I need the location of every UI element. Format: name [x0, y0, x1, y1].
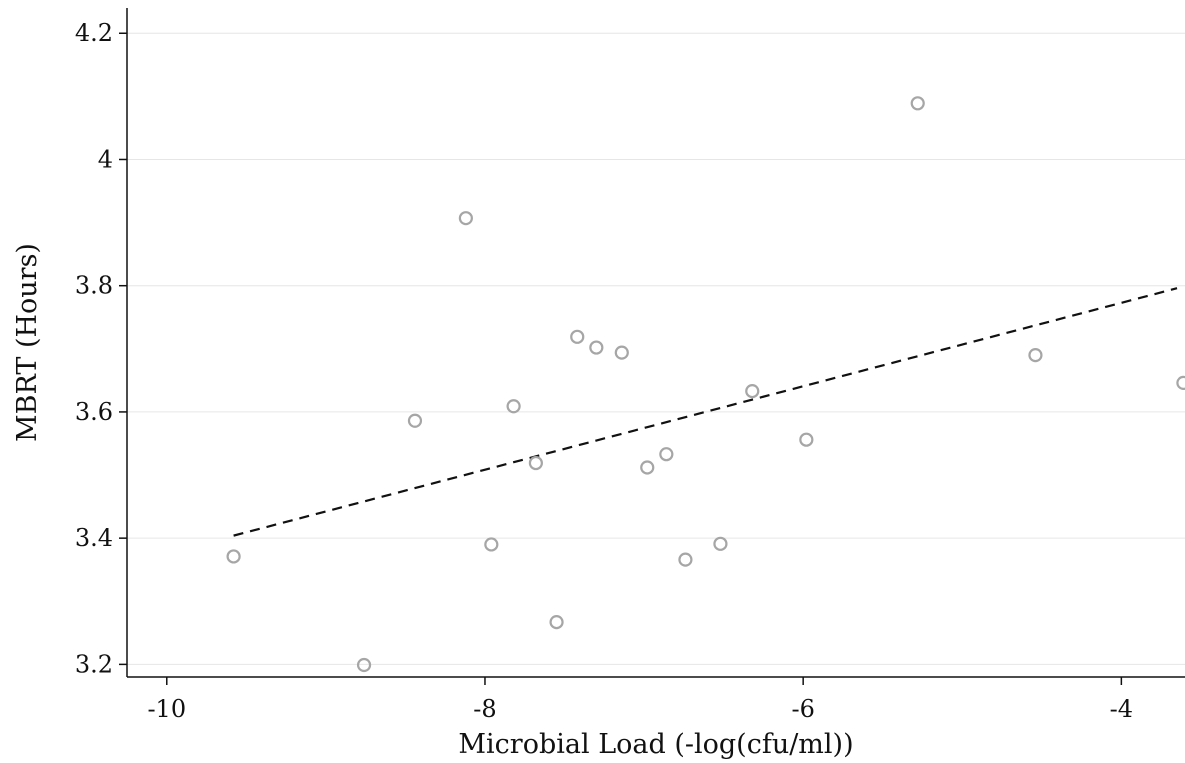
y-tick-label: 4 — [98, 145, 113, 173]
data-point — [549, 614, 564, 630]
data-point — [910, 96, 925, 111]
data-point — [713, 536, 728, 551]
y-tick-label: 3.2 — [75, 650, 113, 678]
data-point — [589, 340, 604, 355]
y-axis-ticks: 3.2 3.4 3.6 3.8 4 4.2 — [75, 19, 127, 678]
fit-line-layer — [233, 287, 1178, 537]
gridlines — [127, 32, 1185, 665]
data-point — [659, 447, 674, 462]
data-point — [506, 399, 521, 414]
data-point — [1028, 348, 1043, 363]
fit-line — [233, 287, 1178, 537]
y-tick-label: 3.8 — [75, 272, 113, 300]
data-point — [458, 211, 473, 226]
data-point — [678, 552, 693, 567]
y-axis-label: MBRT (Hours) — [12, 243, 43, 442]
data-point — [407, 413, 423, 428]
data-point — [528, 455, 543, 471]
data-point — [745, 383, 760, 399]
y-tick-label: 3.4 — [75, 524, 113, 552]
x-tick-label: -6 — [791, 695, 814, 723]
x-tick-label: -4 — [1110, 695, 1133, 723]
y-tick-label: 3.6 — [75, 398, 113, 426]
data-point — [640, 460, 655, 475]
data-point — [356, 657, 372, 673]
y-tick-label: 4.2 — [75, 19, 113, 47]
data-point — [799, 432, 814, 447]
data-point — [1176, 375, 1185, 390]
data-point — [226, 549, 241, 564]
data-point — [614, 345, 629, 360]
data-point — [570, 329, 585, 344]
x-tick-label: -8 — [473, 695, 496, 723]
x-tick-label: -10 — [147, 695, 186, 723]
data-points — [226, 96, 1185, 673]
x-axis-label: Microbial Load (-log(cfu/ml)) — [458, 729, 853, 760]
x-axis-ticks: -10 -8 -6 -4 — [147, 677, 1133, 723]
data-point — [484, 537, 499, 552]
